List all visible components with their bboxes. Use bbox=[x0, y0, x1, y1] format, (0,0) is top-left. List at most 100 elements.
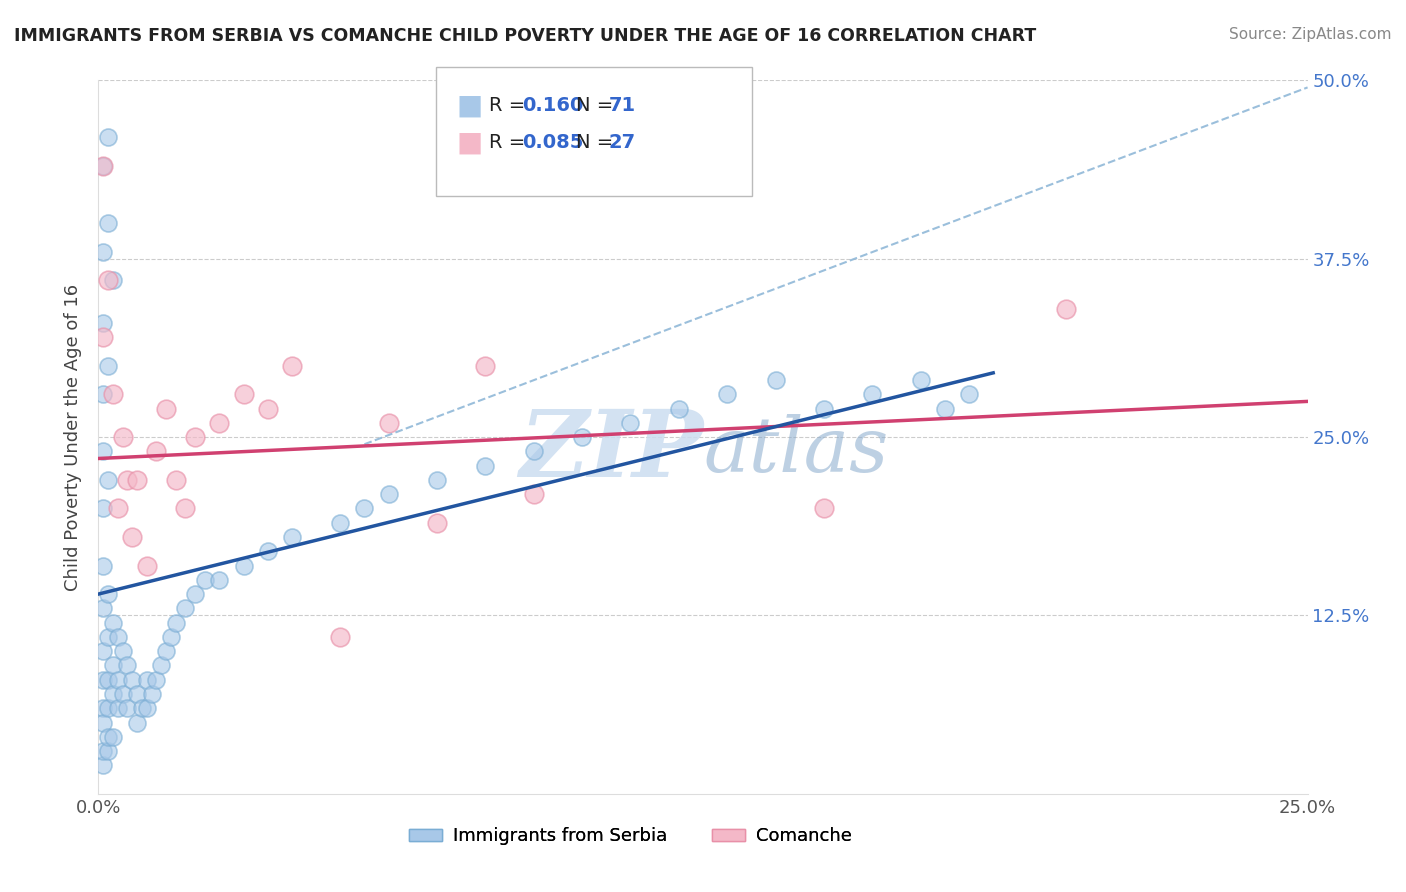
Text: R =: R = bbox=[489, 133, 531, 153]
Point bbox=[716, 387, 738, 401]
Point bbox=[160, 630, 183, 644]
Point bbox=[174, 501, 197, 516]
Point bbox=[101, 730, 124, 744]
Point bbox=[127, 473, 149, 487]
Point bbox=[127, 687, 149, 701]
Point bbox=[165, 615, 187, 630]
Point bbox=[91, 501, 114, 516]
Point bbox=[860, 387, 883, 401]
Point bbox=[97, 273, 120, 287]
Point bbox=[117, 658, 139, 673]
Point bbox=[145, 444, 167, 458]
Point bbox=[117, 473, 139, 487]
Point bbox=[97, 587, 120, 601]
Point bbox=[141, 687, 163, 701]
Point bbox=[91, 159, 114, 173]
Point bbox=[155, 644, 177, 658]
Point bbox=[426, 516, 449, 530]
Point bbox=[97, 673, 120, 687]
Point bbox=[91, 715, 114, 730]
Text: N =: N = bbox=[576, 95, 620, 115]
Text: ■: ■ bbox=[457, 91, 484, 120]
Point bbox=[127, 715, 149, 730]
Point bbox=[101, 687, 124, 701]
Text: 0.085: 0.085 bbox=[522, 133, 583, 153]
Text: Source: ZipAtlas.com: Source: ZipAtlas.com bbox=[1229, 27, 1392, 42]
Point bbox=[91, 444, 114, 458]
Point bbox=[97, 630, 120, 644]
Point bbox=[377, 487, 399, 501]
Point bbox=[135, 558, 157, 573]
Point bbox=[101, 387, 124, 401]
Point bbox=[523, 487, 546, 501]
Text: atlas: atlas bbox=[703, 415, 889, 488]
Point bbox=[101, 658, 124, 673]
Point bbox=[184, 430, 207, 444]
Point bbox=[97, 359, 120, 373]
Point bbox=[232, 558, 254, 573]
Point bbox=[813, 501, 835, 516]
Point bbox=[91, 644, 114, 658]
Text: N =: N = bbox=[576, 133, 620, 153]
Point bbox=[121, 530, 143, 544]
Point bbox=[184, 587, 207, 601]
Point bbox=[668, 401, 690, 416]
Point bbox=[150, 658, 173, 673]
Point bbox=[1054, 301, 1077, 316]
Y-axis label: Child Poverty Under the Age of 16: Child Poverty Under the Age of 16 bbox=[65, 284, 83, 591]
Text: IMMIGRANTS FROM SERBIA VS COMANCHE CHILD POVERTY UNDER THE AGE OF 16 CORRELATION: IMMIGRANTS FROM SERBIA VS COMANCHE CHILD… bbox=[14, 27, 1036, 45]
Point bbox=[91, 330, 114, 344]
Point bbox=[107, 630, 129, 644]
Point bbox=[281, 530, 304, 544]
Point bbox=[111, 644, 134, 658]
Point bbox=[934, 401, 956, 416]
Point bbox=[208, 573, 231, 587]
Point bbox=[101, 615, 124, 630]
Point bbox=[107, 673, 129, 687]
Point bbox=[571, 159, 593, 173]
Point bbox=[474, 359, 496, 373]
Point bbox=[121, 673, 143, 687]
Point bbox=[91, 758, 114, 772]
Point bbox=[97, 730, 120, 744]
Point bbox=[91, 387, 114, 401]
Point bbox=[155, 401, 177, 416]
Point bbox=[174, 601, 197, 615]
Point bbox=[329, 516, 352, 530]
Point bbox=[97, 216, 120, 230]
Point bbox=[353, 501, 375, 516]
Point bbox=[91, 673, 114, 687]
Text: R =: R = bbox=[489, 95, 531, 115]
Point bbox=[813, 401, 835, 416]
Point bbox=[377, 416, 399, 430]
Point bbox=[619, 416, 641, 430]
Point bbox=[131, 701, 153, 715]
Point bbox=[111, 430, 134, 444]
Text: ■: ■ bbox=[457, 128, 484, 157]
Point bbox=[91, 701, 114, 715]
Point bbox=[91, 244, 114, 259]
Point bbox=[97, 701, 120, 715]
Text: 0.160: 0.160 bbox=[522, 95, 583, 115]
Point bbox=[91, 316, 114, 330]
Point bbox=[208, 416, 231, 430]
Point bbox=[107, 501, 129, 516]
Point bbox=[107, 701, 129, 715]
Point bbox=[145, 673, 167, 687]
Point bbox=[910, 373, 932, 387]
Point bbox=[97, 473, 120, 487]
Point bbox=[329, 630, 352, 644]
Point bbox=[256, 544, 278, 558]
Point bbox=[281, 359, 304, 373]
Point bbox=[426, 473, 449, 487]
Point bbox=[91, 744, 114, 758]
Point bbox=[135, 701, 157, 715]
Point bbox=[91, 159, 114, 173]
Point bbox=[256, 401, 278, 416]
Point bbox=[117, 701, 139, 715]
Point bbox=[474, 458, 496, 473]
Legend: Immigrants from Serbia, Comanche: Immigrants from Serbia, Comanche bbox=[402, 821, 859, 853]
Point bbox=[101, 273, 124, 287]
Point bbox=[523, 444, 546, 458]
Point bbox=[571, 430, 593, 444]
